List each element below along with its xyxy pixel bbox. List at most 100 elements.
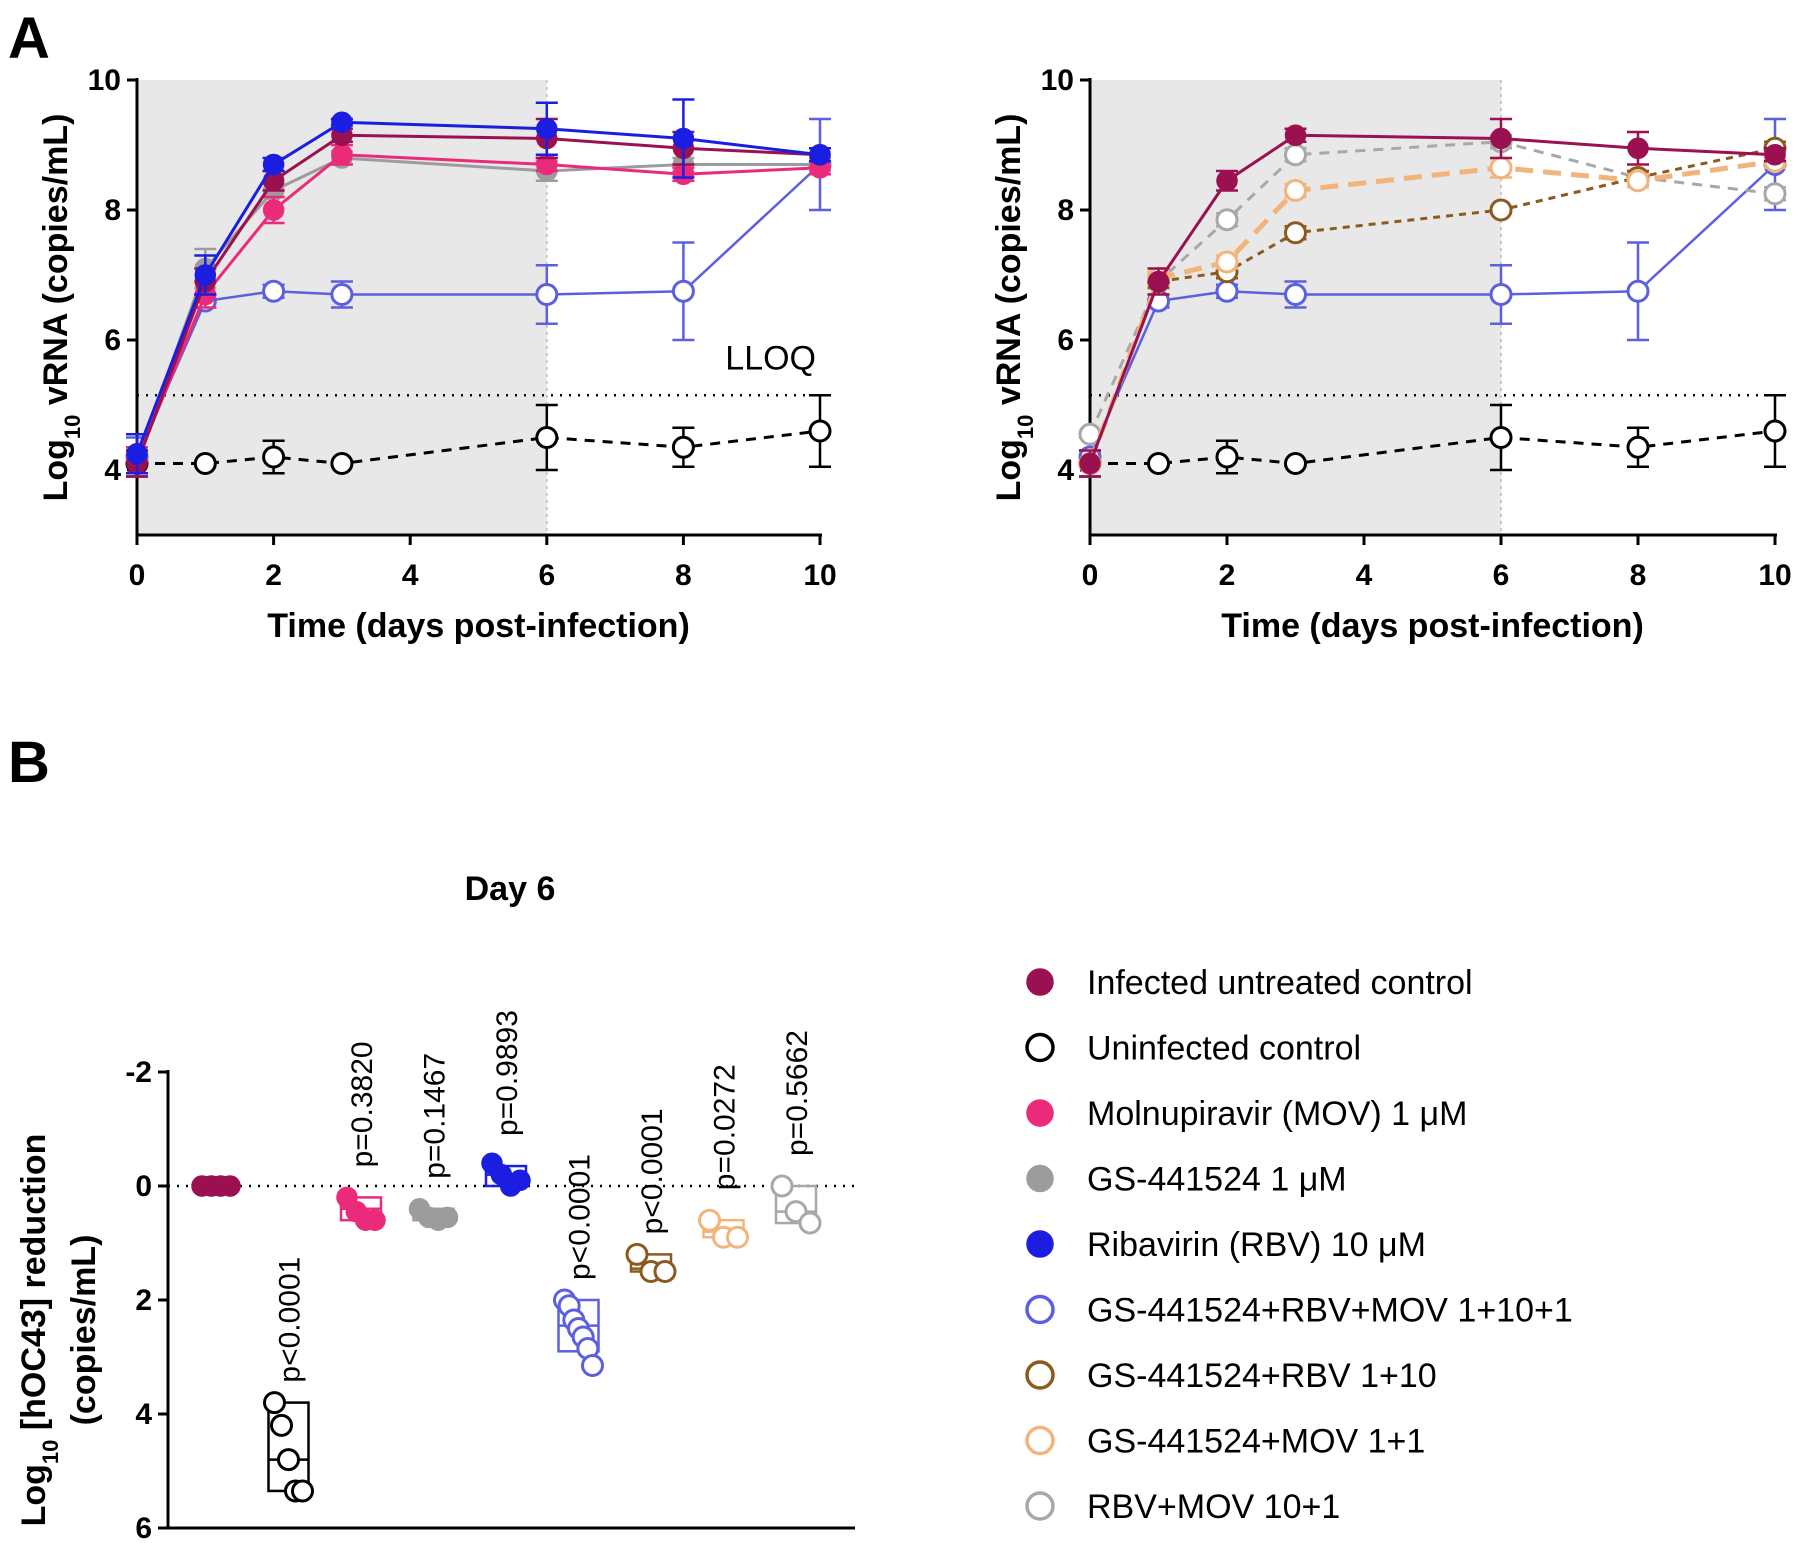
a-right-data-point bbox=[1215, 250, 1239, 274]
legend-marker bbox=[1025, 1360, 1055, 1390]
a-left-data-point bbox=[535, 426, 559, 449]
legend-marker bbox=[1026, 968, 1054, 996]
a-left-y-tick-label: 10 bbox=[88, 64, 121, 97]
b-data-point bbox=[698, 1208, 721, 1232]
a-right-data-point bbox=[1284, 452, 1307, 475]
b-p-value: p=0.1467 bbox=[419, 1053, 452, 1179]
b-data-point bbox=[291, 1479, 314, 1503]
a-left-data-point bbox=[262, 153, 285, 176]
a-left-data-point bbox=[671, 435, 695, 459]
b-data-point bbox=[581, 1354, 604, 1378]
a-right-data-point bbox=[1489, 283, 1513, 306]
panel-label-b: B bbox=[8, 730, 50, 795]
b-data-point bbox=[270, 1413, 293, 1437]
legend-marker bbox=[1025, 1425, 1055, 1456]
a-left-data-point bbox=[671, 279, 695, 303]
a-left-data-point bbox=[536, 118, 558, 140]
b-p-value: p=0.0272 bbox=[709, 1064, 742, 1190]
a-left-data-point bbox=[262, 279, 286, 303]
a-right-series-infected bbox=[1079, 117, 1786, 478]
a-right-y-tick-label: 8 bbox=[1057, 194, 1074, 227]
a-left-y-tick-label: 4 bbox=[104, 454, 121, 487]
panel-label-a: A bbox=[8, 6, 50, 71]
a-right-data-point bbox=[1626, 279, 1650, 303]
a-right-x-axis-label: Time (days post-infection) bbox=[1221, 607, 1644, 645]
legend-label: Uninfected control bbox=[1087, 1030, 1361, 1068]
a-right-x-tick-label: 4 bbox=[1356, 559, 1373, 592]
a-left-y-tick-label: 6 bbox=[104, 324, 121, 357]
legend-label: Infected untreated control bbox=[1087, 964, 1473, 1002]
a-left-y-tick-label: 8 bbox=[104, 194, 121, 227]
a-right-data-point bbox=[1284, 283, 1307, 306]
a-right-data-point bbox=[1147, 452, 1170, 475]
legend-item-rbv_mov: RBV+MOV 10+1 bbox=[1025, 1488, 1340, 1526]
legend-marker bbox=[1025, 1491, 1055, 1521]
a-left-data-point bbox=[126, 443, 148, 465]
a-left-x-tick-label: 2 bbox=[265, 559, 282, 592]
scatter-chart-b: Day 6 -2 0 2 4 6 Log10 [hOC43] reduction (copie… bbox=[15, 870, 855, 1545]
legend-label: GS-441524+RBV+MOV 1+10+1 bbox=[1087, 1292, 1573, 1330]
legend-label: Ribavirin (RBV) 10 μM bbox=[1087, 1226, 1426, 1264]
b-y-tick-label: -2 bbox=[125, 1056, 152, 1089]
a-left-x-axis-label: Time (days post-infection) bbox=[267, 607, 690, 645]
a-right-data-point bbox=[1626, 169, 1650, 193]
legend-item-rbv: Ribavirin (RBV) 10 μM bbox=[1026, 1226, 1426, 1264]
a-right-data-point bbox=[1284, 143, 1307, 167]
b-group-mov: p=0.3820 bbox=[336, 1041, 386, 1231]
a-left-x-tick-label: 10 bbox=[803, 559, 836, 592]
b-group-infected bbox=[191, 1175, 241, 1197]
b-data-point bbox=[798, 1211, 822, 1235]
b-group-gs_mov: p=0.0272 bbox=[698, 1064, 749, 1249]
a-left-lloq-label: LLOQ bbox=[725, 339, 816, 377]
a-left-x-tick-label: 8 bbox=[675, 559, 692, 592]
a-left-data-point bbox=[809, 144, 831, 166]
a-right-data-point bbox=[1147, 270, 1170, 293]
legend-item-mov: Molnupiravir (MOV) 1 μM bbox=[1026, 1095, 1467, 1133]
a-right-x-tick-label: 10 bbox=[1758, 559, 1791, 592]
b-group-rbv_mov: p=0.5662 bbox=[770, 1030, 822, 1235]
legend-item-triple: GS-441524+RBV+MOV 1+10+1 bbox=[1025, 1292, 1573, 1330]
legend-label: GS-441524+RBV 1+10 bbox=[1087, 1357, 1437, 1395]
a-left-data-point bbox=[672, 127, 695, 150]
legend-marker bbox=[1025, 1294, 1055, 1325]
b-group-gs: p=0.1467 bbox=[408, 1053, 459, 1231]
b-p-value: p<0.0001 bbox=[274, 1257, 307, 1383]
legend-item-uninfected: Uninfected control bbox=[1025, 1030, 1361, 1068]
legend: Infected untreated control Uninfected con… bbox=[1025, 964, 1573, 1526]
b-group-gs_rbv: p<0.0001 bbox=[625, 1108, 677, 1283]
a-right-data-point bbox=[1215, 208, 1239, 232]
a-left-data-point bbox=[262, 199, 285, 221]
legend-marker bbox=[1025, 1032, 1055, 1063]
a-right-data-point bbox=[1490, 127, 1512, 150]
b-data-point bbox=[770, 1174, 794, 1198]
a-left-data-point bbox=[808, 419, 832, 443]
a-left-data-point bbox=[262, 445, 286, 469]
legend-label: RBV+MOV 10+1 bbox=[1087, 1488, 1340, 1526]
a-right-data-point bbox=[1763, 419, 1787, 443]
a-left-x-tick-label: 6 bbox=[538, 559, 555, 592]
a-left-data-point bbox=[194, 264, 217, 286]
b-data-point bbox=[625, 1242, 649, 1266]
b-data-point bbox=[726, 1225, 749, 1249]
a-left-data-point bbox=[330, 452, 354, 475]
b-group-uninfected: p<0.0001 bbox=[263, 1257, 314, 1503]
legend-item-infected: Infected untreated control bbox=[1026, 964, 1473, 1002]
a-left-data-point bbox=[330, 283, 354, 306]
a-right-y-tick-label: 6 bbox=[1057, 324, 1074, 357]
a-right-data-point bbox=[1216, 170, 1238, 192]
legend-marker bbox=[1026, 1164, 1054, 1193]
a-right-y-tick-label: 4 bbox=[1057, 454, 1074, 487]
a-right-data-point bbox=[1215, 279, 1239, 303]
a-right-data-point bbox=[1489, 426, 1513, 449]
legend-marker bbox=[1026, 1099, 1054, 1127]
legend-label: GS-441524+MOV 1+1 bbox=[1087, 1423, 1425, 1461]
b-y-tick-label: 2 bbox=[135, 1284, 152, 1317]
a-right-data-point bbox=[1215, 445, 1239, 469]
a-right-data-point bbox=[1079, 452, 1101, 475]
a-right-data-point bbox=[1284, 221, 1307, 245]
b-group-triple: p<0.0001 bbox=[553, 1154, 604, 1378]
b-p-value: p<0.0001 bbox=[564, 1154, 597, 1280]
b-p-value: p=0.3820 bbox=[346, 1041, 379, 1167]
a-right-data-point bbox=[1284, 179, 1307, 202]
